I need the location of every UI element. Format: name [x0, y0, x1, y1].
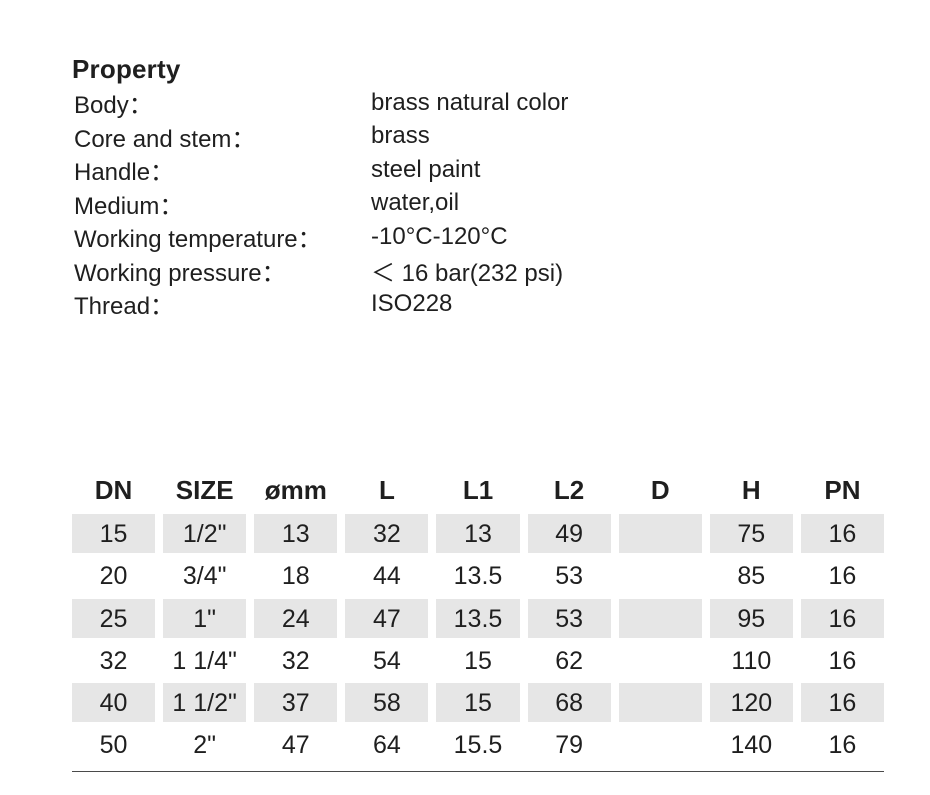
table-cell: 15	[436, 683, 520, 723]
table-cell: 16	[800, 683, 884, 723]
property-value: steel paint	[371, 155, 481, 183]
table-row: 25 1" 24 47 13.5 53 95 16	[72, 598, 884, 638]
table-cell: 58	[345, 683, 429, 723]
column-header-d: D	[650, 474, 670, 505]
table-cell: 3/4"	[182, 562, 227, 591]
table-cell: 53	[527, 598, 611, 638]
table-cell: 1 1/2"	[163, 683, 247, 723]
property-row-core-and-stem: Core and stem： brass	[74, 120, 568, 154]
property-list: Body： brass natural color Core and stem：…	[74, 86, 568, 321]
table-cell: 47	[281, 731, 310, 760]
column-header-size: SIZE	[175, 474, 234, 505]
property-row-handle: Handle： steel paint	[74, 153, 568, 187]
column-header-pn: PN	[824, 474, 861, 505]
property-value: -10°C-120°C	[371, 222, 508, 250]
property-value: brass natural color	[371, 88, 569, 116]
table-cell: 15.5	[453, 731, 503, 760]
table-cell: 75	[709, 514, 793, 553]
table-header-row: DN SIZE ømm L L1 L2 D H PN	[72, 468, 884, 512]
property-label: Core and stem：	[74, 125, 256, 153]
table-cell: 37	[254, 683, 338, 723]
table-cell: 110	[731, 646, 772, 675]
table-cell	[618, 514, 702, 553]
table-cell: 40	[72, 683, 156, 723]
property-value: brass	[371, 122, 430, 150]
table-cell: 62	[555, 646, 583, 675]
table-cell	[619, 724, 702, 766]
table-bottom-rule	[72, 771, 884, 772]
table-cell: 32	[281, 646, 310, 675]
table-cell	[619, 555, 702, 597]
table-cell: 2"	[193, 731, 217, 760]
property-label: Medium：	[74, 192, 184, 220]
table-cell: 15	[464, 646, 492, 675]
table-cell	[618, 598, 702, 638]
table-cell: 53	[555, 562, 583, 591]
property-row-working-pressure: Working pressure： ＜ 16 bar(232 psi)	[74, 254, 568, 288]
property-row-thread: Thread： ISO228	[74, 287, 568, 321]
table-cell: 16	[828, 731, 857, 760]
table-cell: 18	[281, 562, 310, 591]
column-header-diameter-mm: ømm	[264, 474, 327, 505]
table-cell	[619, 640, 702, 682]
table-cell: 44	[372, 562, 401, 591]
column-header-dn: DN	[94, 474, 133, 505]
table-cell: 49	[527, 514, 611, 553]
table-cell: 13	[254, 514, 338, 553]
property-label: Thread：	[74, 293, 175, 321]
table-cell: 95	[709, 598, 793, 638]
property-row-body: Body： brass natural color	[74, 86, 568, 120]
table-cell: 16	[828, 562, 857, 591]
table-cell: 32	[99, 646, 128, 675]
property-label: Working temperature：	[74, 226, 322, 254]
table-cell: 1"	[163, 598, 247, 638]
table-cell: 16	[800, 598, 884, 638]
column-header-l: L	[378, 474, 395, 505]
table-cell: 50	[99, 731, 128, 760]
property-value: ISO228	[371, 289, 453, 317]
dimensions-table: DN SIZE ømm L L1 L2 D H PN 15 1/2" 13 32…	[72, 468, 884, 766]
table-cell: 140	[730, 731, 773, 760]
table-row: 40 1 1/2" 37 58 15 68 120 16	[72, 683, 884, 723]
property-label: Body：	[74, 92, 153, 120]
property-value: water,oil	[371, 189, 460, 217]
table-cell: 20	[99, 562, 128, 591]
table-cell: 54	[372, 646, 401, 675]
property-row-working-temperature: Working temperature： -10°C-120°C	[74, 220, 568, 254]
column-header-l2: L2	[553, 474, 585, 505]
table-cell: 79	[555, 731, 583, 760]
table-cell: 13.5	[453, 562, 503, 591]
table-cell: 85	[737, 562, 766, 591]
table-cell: 16	[800, 514, 884, 553]
property-title: Property	[72, 54, 181, 84]
table-cell: 47	[345, 598, 429, 638]
table-cell: 25	[72, 598, 156, 638]
table-cell: 32	[345, 514, 429, 553]
table-cell: 15	[72, 514, 156, 553]
table-row: 20 3/4" 18 44 13.5 53 85 16	[72, 555, 884, 597]
property-row-medium: Medium： water,oil	[74, 187, 568, 221]
table-cell: 24	[254, 598, 338, 638]
table-cell: 1 1/4"	[172, 646, 237, 675]
table-cell: 120	[709, 683, 793, 723]
table-row: 50 2" 47 64 15.5 79 140 16	[72, 724, 884, 766]
table-cell: 13	[436, 514, 520, 553]
property-label: Working pressure：	[74, 259, 286, 287]
table-row: 15 1/2" 13 32 13 49 75 16	[72, 514, 884, 553]
property-value: ＜ 16 bar(232 psi)	[371, 259, 564, 287]
table-cell: 68	[527, 683, 611, 723]
table-cell: 1/2"	[163, 514, 247, 553]
table-cell: 13.5	[436, 598, 520, 638]
column-header-l1: L1	[462, 474, 494, 505]
property-label: Handle：	[74, 159, 175, 187]
table-cell: 64	[372, 731, 401, 760]
table-row: 32 1 1/4" 32 54 15 62 110 16	[72, 640, 884, 682]
table-cell: 16	[828, 646, 857, 675]
table-cell	[618, 683, 702, 723]
column-header-h: H	[741, 474, 761, 505]
